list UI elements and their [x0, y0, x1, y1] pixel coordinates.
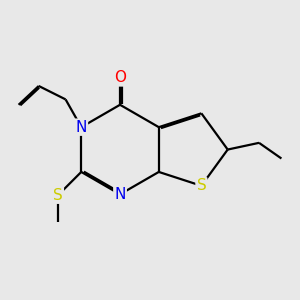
Text: S: S — [196, 178, 206, 193]
Text: N: N — [114, 187, 126, 202]
Text: O: O — [114, 70, 126, 86]
Text: N: N — [76, 120, 87, 135]
Text: S: S — [53, 188, 63, 203]
